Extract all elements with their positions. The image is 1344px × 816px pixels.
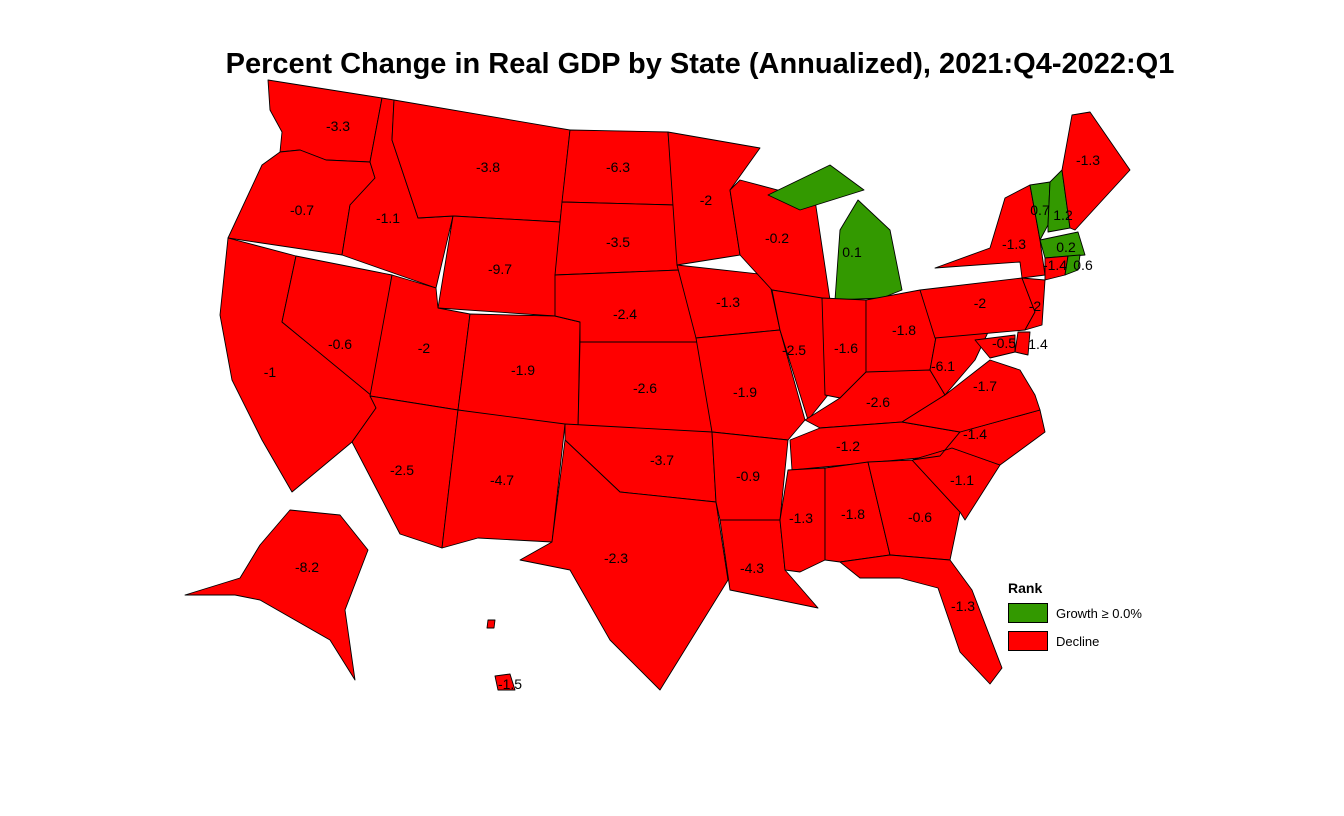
state-label-new-mexico: -4.7 <box>490 472 514 488</box>
legend-item-decline: Decline <box>1008 630 1208 652</box>
state-label-montana: -3.8 <box>476 159 500 175</box>
state-georgia <box>867 459 961 561</box>
state-label-new-york: -1.3 <box>1002 236 1026 252</box>
state-new-mexico <box>441 409 566 549</box>
states-layer <box>184 79 1131 691</box>
state-label-nevada: -0.6 <box>328 336 352 352</box>
legend-label-decline: Decline <box>1056 633 1100 649</box>
state-florida <box>839 554 1003 685</box>
state-texas <box>519 439 729 691</box>
state-label-new-hampshire: 1.2 <box>1053 207 1073 223</box>
state-hawaii <box>486 619 516 691</box>
state-label-tennessee: -1.2 <box>836 438 860 454</box>
legend: Rank Growth ≥ 0.0% Decline <box>1008 580 1208 658</box>
map-title: Percent Change in Real GDP by State (Ann… <box>225 48 1175 80</box>
state-label-ohio: -1.8 <box>892 322 916 338</box>
state-label-oregon: -0.7 <box>290 202 314 218</box>
state-label-rhode-island: 0.6 <box>1073 257 1093 273</box>
state-louisiana <box>719 519 819 609</box>
state-label-texas: -2.3 <box>604 550 628 566</box>
state-label-north-dakota: -6.3 <box>606 159 630 175</box>
state-label-florida: -1.3 <box>951 598 975 614</box>
state-missouri <box>695 329 806 441</box>
state-label-wyoming: -9.7 <box>488 261 512 277</box>
state-label-california: -1 <box>264 364 277 380</box>
state-label-minnesota: -2 <box>700 192 713 208</box>
state-label-vermont: 0.7 <box>1030 202 1050 218</box>
state-label-connecticut: -1.4 <box>1043 257 1067 273</box>
state-new-jersey <box>1021 277 1046 331</box>
state-delaware <box>1014 331 1031 356</box>
legend-swatch-growth <box>1008 603 1048 623</box>
state-label-delaware: -0.5 <box>992 335 1016 351</box>
state-label-alabama: -1.8 <box>841 506 865 522</box>
state-label-mississippi: -1.3 <box>789 510 813 526</box>
state-label-hawaii: -1.5 <box>498 676 522 692</box>
state-label-missouri: -1.9 <box>733 384 757 400</box>
state-rhode-island <box>1064 254 1081 276</box>
state-new-hampshire <box>1047 169 1071 233</box>
state-label-west-virginia: -6.1 <box>931 358 955 374</box>
state-label-virginia: -1.7 <box>973 378 997 394</box>
state-maine <box>1061 111 1131 231</box>
state-label-north-carolina: -1.4 <box>963 426 987 442</box>
state-label-idaho: -1.1 <box>376 210 400 226</box>
state-label-pennsylvania: -2 <box>974 295 987 311</box>
legend-swatch-decline <box>1008 631 1048 651</box>
state-label-illinois: -2.5 <box>782 342 806 358</box>
state-label-maine: -1.3 <box>1076 152 1100 168</box>
state-label-kentucky: -2.6 <box>866 394 890 410</box>
state-label-washington: -3.3 <box>326 118 350 134</box>
state-alaska <box>184 509 369 681</box>
state-label-wisconsin: -0.2 <box>765 230 789 246</box>
state-label-oklahoma: -3.7 <box>650 452 674 468</box>
state-label-louisiana: -4.3 <box>740 560 764 576</box>
state-label-nebraska: -2.4 <box>613 306 637 322</box>
state-label-arkansas: -0.9 <box>736 468 760 484</box>
labels-layer: -3.3 -0.7 -1 -0.6 -1.1 -3.8 -9.7 -2 -2.5 -1.9 -4.7… <box>264 118 1101 692</box>
state-new-york <box>934 184 1046 279</box>
state-virginia <box>901 359 1041 433</box>
state-label-new-jersey: -2 <box>1029 298 1042 314</box>
legend-title: Rank <box>1008 580 1043 596</box>
state-label-south-carolina: -1.1 <box>950 472 974 488</box>
state-maryland <box>974 334 1016 359</box>
legend-label-growth: Growth ≥ 0.0% <box>1056 605 1142 621</box>
legend-item-growth: Growth ≥ 0.0% <box>1008 602 1208 624</box>
state-label-georgia: -0.6 <box>908 509 932 525</box>
state-label-utah: -2 <box>418 340 431 356</box>
state-massachusetts <box>1039 231 1086 259</box>
state-label-arizona: -2.5 <box>390 462 414 478</box>
state-label-iowa: -1.3 <box>716 294 740 310</box>
state-label-kansas: -2.6 <box>633 380 657 396</box>
state-label-maryland: 1.4 <box>1028 336 1048 352</box>
state-label-indiana: -1.6 <box>834 340 858 356</box>
state-label-michigan: 0.1 <box>842 244 862 260</box>
state-label-south-dakota: -3.5 <box>606 234 630 250</box>
state-label-alaska: -8.2 <box>295 559 319 575</box>
state-label-massachusetts: 0.2 <box>1056 239 1076 255</box>
state-label-colorado: -1.9 <box>511 362 535 378</box>
